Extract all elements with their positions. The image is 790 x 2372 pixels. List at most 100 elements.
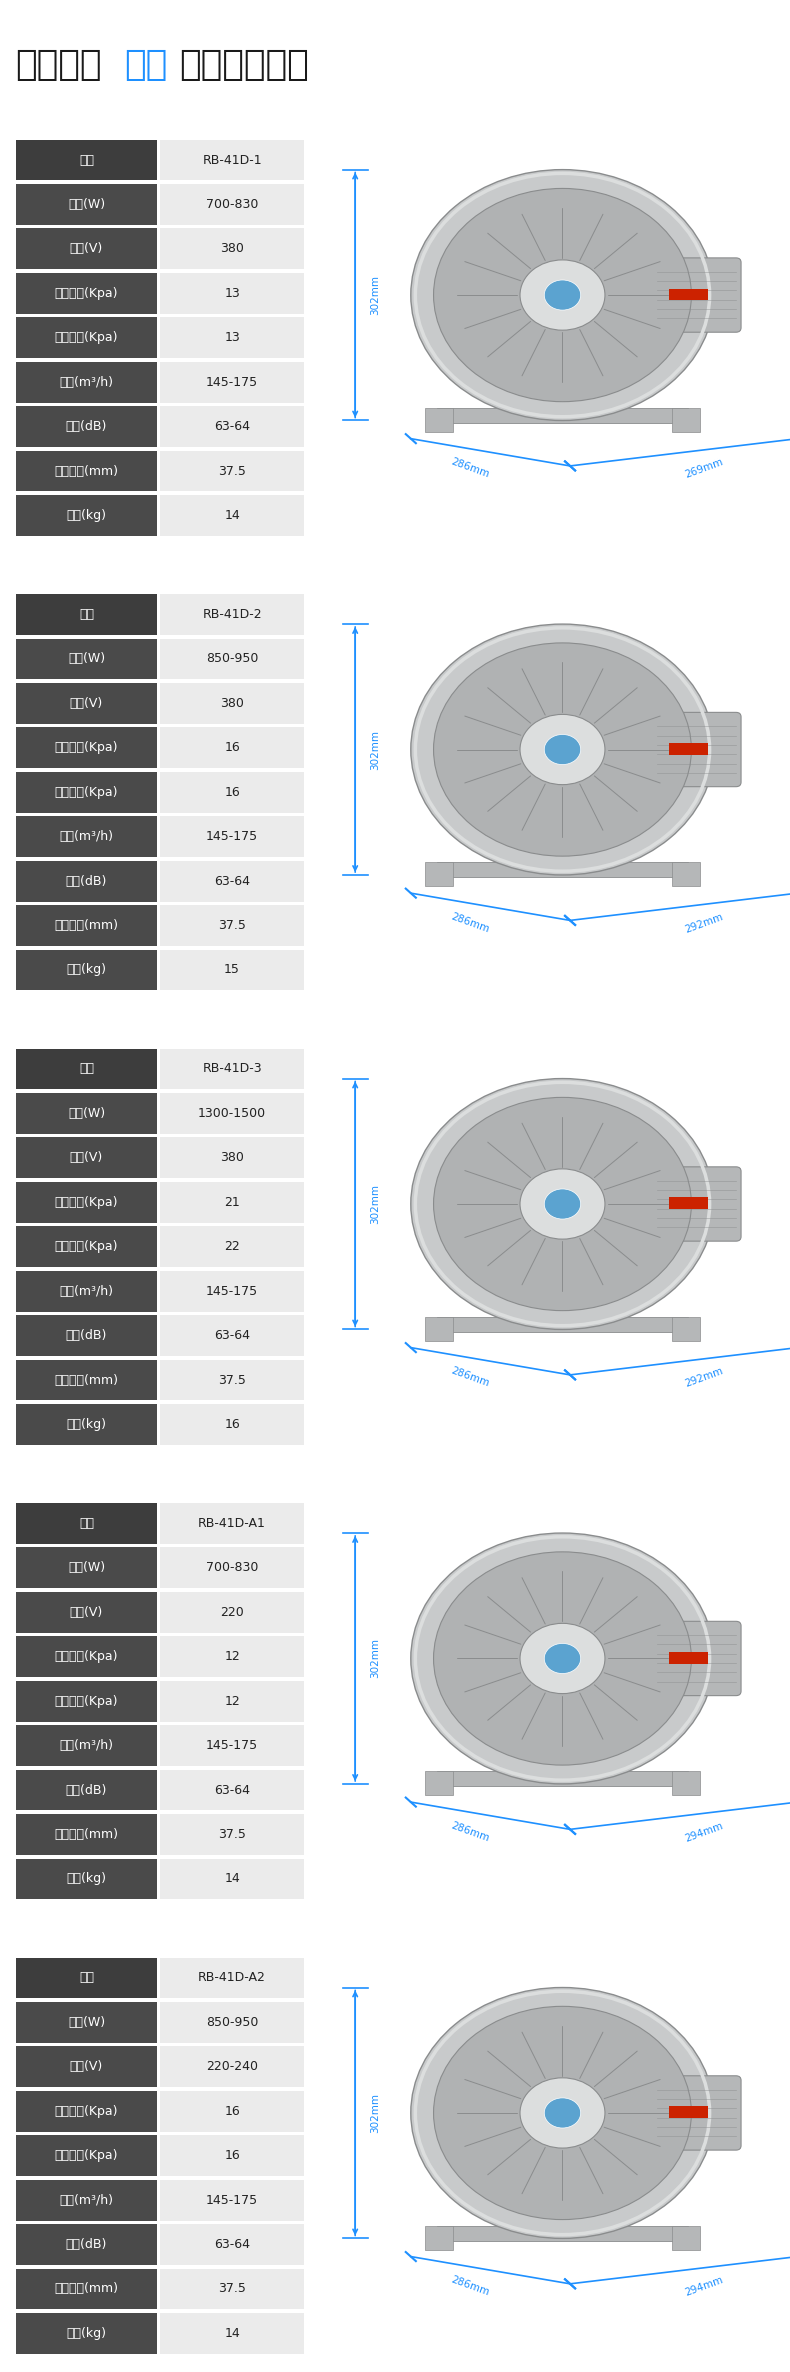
Text: 功率(W): 功率(W) [68, 197, 105, 211]
Bar [16, 1504, 157, 1544]
Text: 电压(V): 电压(V) [70, 2061, 103, 2073]
Text: 13: 13 [224, 287, 240, 299]
Bar [16, 273, 157, 313]
Text: 额定压力(Kpa): 额定压力(Kpa) [55, 2149, 118, 2163]
Text: 302mm: 302mm [371, 1639, 380, 1679]
Bar [160, 1957, 304, 1997]
Bar [160, 2225, 304, 2265]
FancyBboxPatch shape [652, 1622, 741, 1696]
Text: 16: 16 [224, 742, 240, 754]
Ellipse shape [434, 187, 691, 401]
Bar [160, 140, 304, 180]
Bar [16, 496, 157, 536]
Bar [16, 1093, 157, 1134]
Text: 302mm: 302mm [371, 2092, 380, 2132]
Text: 风量(m³/h): 风量(m³/h) [59, 1739, 114, 1753]
Bar [16, 1815, 157, 1855]
Bar [16, 1860, 157, 1900]
Bar [160, 2180, 304, 2220]
Bar [672, 1772, 700, 1796]
Text: 380: 380 [220, 697, 244, 709]
Bar [16, 2180, 157, 2220]
Bar [160, 906, 304, 946]
Bar [160, 1181, 304, 1222]
Text: 15: 15 [224, 963, 240, 977]
Text: 型号: 型号 [79, 1971, 94, 1985]
Bar [16, 140, 157, 180]
Ellipse shape [520, 261, 605, 330]
Ellipse shape [520, 2078, 605, 2149]
Text: 145-175: 145-175 [206, 2194, 258, 2206]
Bar [16, 1637, 157, 1677]
Text: 噪音(dB): 噪音(dB) [66, 420, 107, 434]
Bar [16, 1226, 157, 1267]
Text: 292mm: 292mm [683, 1366, 724, 1390]
Text: 286mm: 286mm [450, 458, 491, 479]
FancyBboxPatch shape [652, 712, 741, 788]
Bar [669, 1651, 709, 1663]
Text: 63-64: 63-64 [214, 1328, 250, 1343]
Bar [160, 1226, 304, 1267]
Bar [425, 2225, 453, 2251]
Bar [669, 1198, 709, 1210]
Text: 302mm: 302mm [371, 731, 380, 769]
Bar [438, 1772, 687, 1786]
Bar [160, 816, 304, 856]
Text: 型号: 型号 [79, 607, 94, 621]
Text: 电压(V): 电压(V) [70, 697, 103, 709]
Bar [16, 318, 157, 358]
Text: 选择不同: 选择不同 [15, 47, 101, 81]
Text: 型号: 型号 [79, 1063, 94, 1075]
Bar [16, 771, 157, 814]
Bar [160, 949, 304, 991]
Text: 302mm: 302mm [371, 275, 380, 315]
Ellipse shape [434, 1098, 691, 1312]
Text: 292mm: 292mm [683, 911, 724, 935]
Text: 噪音(dB): 噪音(dB) [66, 1784, 107, 1796]
Text: 额定真空(Kpa): 额定真空(Kpa) [55, 2104, 118, 2118]
Text: RB-41D-3: RB-41D-3 [202, 1063, 261, 1075]
Text: 145-175: 145-175 [206, 375, 258, 389]
Text: 功率(W): 功率(W) [68, 652, 105, 667]
Bar [160, 1404, 304, 1445]
Text: 型号: 型号 [79, 154, 94, 166]
Bar [160, 1637, 304, 1677]
Bar [669, 2106, 709, 2118]
Text: 12: 12 [224, 1651, 240, 1663]
Text: RB-41D-A1: RB-41D-A1 [198, 1518, 266, 1530]
Bar [16, 1359, 157, 1399]
Text: 286mm: 286mm [450, 1366, 491, 1390]
Bar [160, 683, 304, 723]
Bar [16, 1404, 157, 1445]
Text: 700-830: 700-830 [206, 197, 258, 211]
Bar [160, 593, 304, 636]
Text: 286mm: 286mm [450, 911, 491, 935]
Text: 63-64: 63-64 [214, 420, 250, 434]
Bar [160, 1139, 304, 1179]
Text: 风量(m³/h): 风量(m³/h) [59, 2194, 114, 2206]
Text: 16: 16 [224, 1418, 240, 1430]
Text: RB-41D-A2: RB-41D-A2 [198, 1971, 266, 1985]
Bar [160, 1860, 304, 1900]
Text: 37.5: 37.5 [218, 1829, 246, 1841]
Bar [16, 1271, 157, 1312]
Bar [425, 1316, 453, 1340]
Text: 13: 13 [224, 332, 240, 344]
Text: 额定压力(Kpa): 额定压力(Kpa) [55, 1694, 118, 1708]
Bar [160, 861, 304, 901]
Text: 风管口径(mm): 风管口径(mm) [55, 465, 118, 477]
Text: 380: 380 [220, 1150, 244, 1165]
Ellipse shape [411, 1532, 714, 1784]
Text: 14: 14 [224, 1872, 240, 1886]
Bar [438, 863, 687, 878]
Text: 16: 16 [224, 2149, 240, 2163]
Bar [160, 318, 304, 358]
Bar [16, 1314, 157, 1357]
Bar [160, 2002, 304, 2042]
Bar [160, 1770, 304, 1810]
Ellipse shape [544, 735, 581, 764]
Bar [669, 742, 709, 754]
Text: 重量(kg): 重量(kg) [66, 510, 107, 522]
Bar [16, 861, 157, 901]
Text: 1300-1500: 1300-1500 [198, 1108, 266, 1120]
